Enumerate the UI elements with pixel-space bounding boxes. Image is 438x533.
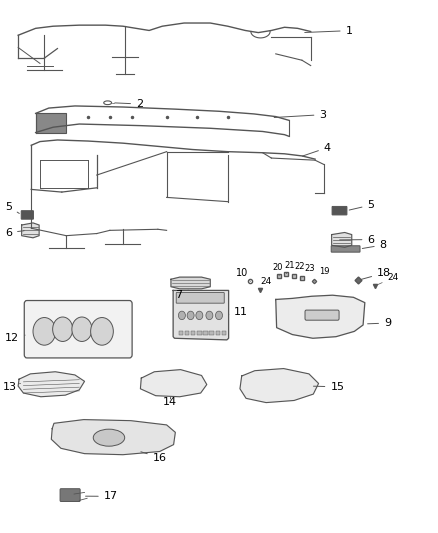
Text: 6: 6 bbox=[339, 235, 374, 245]
Bar bbox=[197, 332, 201, 335]
Text: 22: 22 bbox=[294, 262, 304, 276]
Polygon shape bbox=[276, 295, 365, 338]
Bar bbox=[215, 332, 220, 335]
FancyBboxPatch shape bbox=[305, 310, 339, 320]
Circle shape bbox=[178, 311, 185, 320]
Text: 2: 2 bbox=[115, 99, 143, 109]
Text: 7: 7 bbox=[175, 290, 188, 301]
FancyBboxPatch shape bbox=[24, 301, 132, 358]
Circle shape bbox=[72, 317, 92, 342]
Circle shape bbox=[215, 311, 223, 320]
Polygon shape bbox=[171, 277, 210, 289]
Text: 5: 5 bbox=[349, 200, 374, 210]
Circle shape bbox=[91, 318, 113, 345]
Polygon shape bbox=[51, 419, 175, 455]
Circle shape bbox=[33, 318, 56, 345]
Text: 20: 20 bbox=[272, 263, 283, 276]
Text: 16: 16 bbox=[141, 452, 166, 463]
Text: 5: 5 bbox=[5, 201, 19, 213]
Bar bbox=[191, 332, 195, 335]
Text: 17: 17 bbox=[85, 491, 118, 502]
Ellipse shape bbox=[93, 429, 125, 446]
Bar bbox=[203, 332, 208, 335]
Text: 15: 15 bbox=[314, 382, 344, 392]
Circle shape bbox=[196, 311, 203, 320]
Text: 11: 11 bbox=[229, 308, 248, 318]
FancyBboxPatch shape bbox=[60, 489, 80, 502]
Text: 10: 10 bbox=[236, 268, 251, 281]
Polygon shape bbox=[141, 369, 207, 397]
Text: 12: 12 bbox=[5, 333, 25, 343]
FancyBboxPatch shape bbox=[332, 206, 347, 215]
Polygon shape bbox=[173, 290, 229, 340]
Bar bbox=[222, 332, 226, 335]
Text: 19: 19 bbox=[314, 268, 330, 281]
Text: 9: 9 bbox=[367, 318, 391, 328]
Text: 24: 24 bbox=[260, 277, 271, 290]
Text: 13: 13 bbox=[3, 382, 20, 392]
Circle shape bbox=[53, 317, 73, 342]
FancyBboxPatch shape bbox=[176, 293, 224, 303]
Circle shape bbox=[187, 311, 194, 320]
Bar bbox=[185, 332, 189, 335]
Text: 21: 21 bbox=[285, 261, 295, 274]
Polygon shape bbox=[35, 114, 66, 133]
Polygon shape bbox=[21, 223, 39, 238]
Text: 8: 8 bbox=[362, 240, 387, 250]
Text: 14: 14 bbox=[163, 397, 177, 407]
Circle shape bbox=[206, 311, 213, 320]
Polygon shape bbox=[18, 372, 85, 397]
Text: 18: 18 bbox=[360, 268, 391, 280]
FancyBboxPatch shape bbox=[21, 211, 33, 219]
Text: 4: 4 bbox=[302, 143, 331, 156]
Polygon shape bbox=[240, 368, 318, 402]
Bar bbox=[179, 332, 183, 335]
Text: 23: 23 bbox=[302, 264, 315, 278]
Text: 6: 6 bbox=[5, 228, 24, 238]
Text: 3: 3 bbox=[274, 110, 326, 119]
FancyBboxPatch shape bbox=[331, 246, 360, 252]
Text: 1: 1 bbox=[305, 26, 353, 36]
Bar bbox=[209, 332, 214, 335]
Text: 24: 24 bbox=[378, 273, 399, 285]
Polygon shape bbox=[332, 232, 352, 247]
